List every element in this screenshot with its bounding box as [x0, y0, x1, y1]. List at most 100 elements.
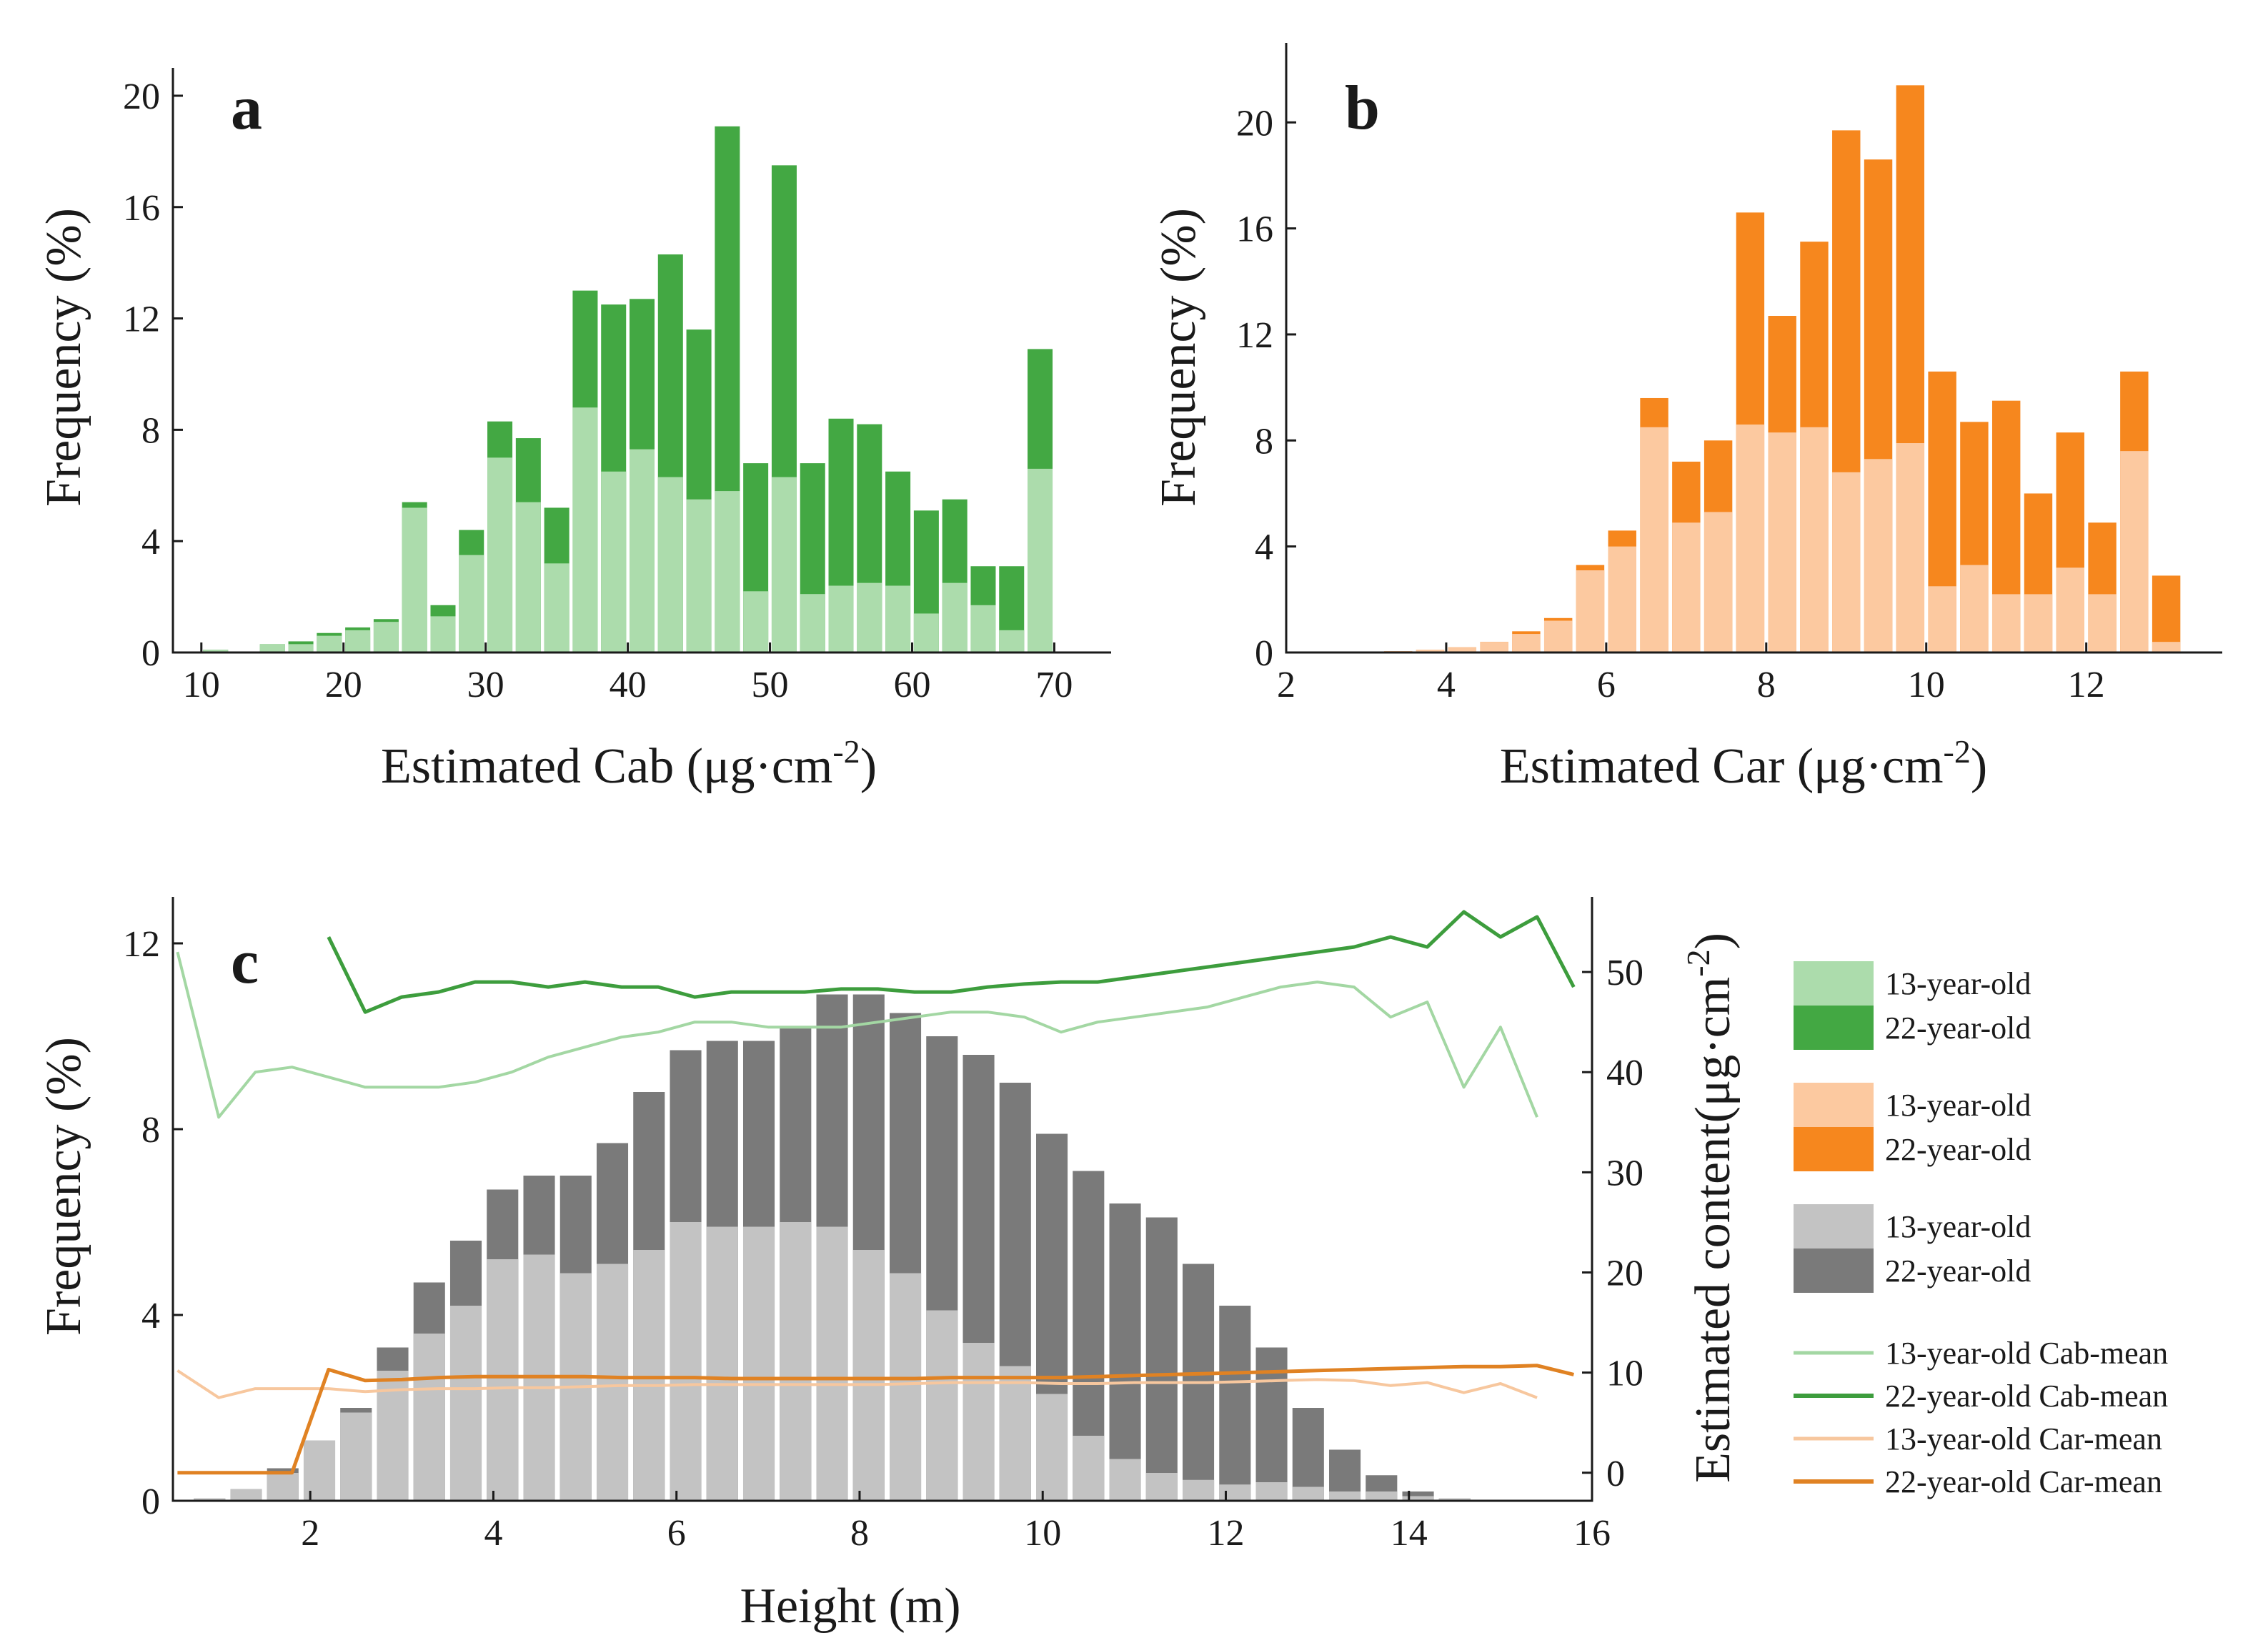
bar-13-year-old	[1480, 642, 1508, 652]
panel-a-ylabel: Frequency (%)	[36, 208, 91, 507]
bar-13-year-old	[1576, 570, 1605, 652]
bar-13-year-old	[963, 1343, 995, 1501]
legend-swatch-13-year-old	[1794, 961, 1874, 1006]
legend-label-22-year-old: 22-year-old	[1885, 1254, 2031, 1289]
x-tick-label: 12	[1207, 1513, 1244, 1554]
bar-13-year-old	[194, 1498, 226, 1501]
bar-13-year-old	[373, 622, 399, 652]
panel-b-bars-13-year-old	[1384, 425, 2181, 652]
bar-13-year-old	[317, 635, 342, 652]
y-tick-label: 8	[1255, 421, 1273, 462]
x-tick-label: 20	[325, 665, 362, 705]
bar-13-year-old	[2024, 594, 2053, 652]
bar-13-year-old	[1329, 1491, 1361, 1501]
bar-13-year-old	[999, 1366, 1031, 1501]
y-tick-label: 12	[1236, 315, 1273, 356]
y-tick-label: 8	[141, 1110, 160, 1151]
panel-a-letter: a	[231, 74, 262, 143]
bar-13-year-old	[828, 585, 854, 652]
bar-13-year-old	[2088, 594, 2117, 652]
panel-c-ticks: 2 4 6 8 10 12 14 16 0 4 8 12 0 10 20 30 40 50	[123, 924, 1643, 1554]
y2-tick-label: 10	[1606, 1354, 1643, 1394]
bar-13-year-old	[1543, 620, 1573, 652]
bar-13-year-old	[1928, 586, 1956, 652]
bar-13-year-old	[926, 1310, 958, 1501]
bar-13-year-old	[1896, 443, 1925, 652]
bar-13-year-old	[800, 594, 825, 652]
y-tick-label: 12	[123, 299, 160, 340]
panel-a-xlabel: Estimated Cab (μg·cm-2)	[381, 733, 877, 794]
bar-13-year-old	[596, 1264, 629, 1501]
bar-22-year-old	[1219, 1306, 1251, 1501]
bar-13-year-old	[1402, 1496, 1434, 1501]
y2-tick-label: 30	[1606, 1153, 1643, 1193]
panel-a-ticks: 10 20 30 40 50 60 70 0 4 8 12 16 20	[123, 76, 1073, 705]
bar-13-year-old	[345, 630, 371, 652]
bar-13-year-old	[1512, 634, 1541, 652]
bar-13-year-old	[459, 555, 484, 652]
x-tick-label: 10	[1024, 1513, 1061, 1554]
panel-b-ylabel: Frequency (%)	[1151, 208, 1206, 507]
bar-13-year-old	[430, 616, 456, 652]
panel-b-letter: b	[1345, 74, 1380, 143]
mean-line-22-year-old-cab-mean	[327, 910, 1576, 1014]
bar-13-year-old	[402, 507, 427, 652]
panel-b-ticks: 2 4 6 8 10 12 0 4 8 12 16 20	[1236, 103, 2105, 705]
panel-a-bars-22-year-old	[203, 126, 1053, 653]
y-tick-label: 0	[1255, 633, 1273, 674]
panel-c-axes	[171, 897, 1593, 1502]
bar-13-year-old	[377, 1371, 409, 1501]
y-tick-label: 0	[141, 1481, 160, 1522]
bar-13-year-old	[1736, 425, 1765, 652]
bar-13-year-old	[686, 499, 712, 652]
legend-line-label: 22-year-old Cab-mean	[1885, 1379, 2168, 1414]
bar-13-year-old	[1448, 647, 1477, 652]
legend-swatch-13-year-old	[1794, 1083, 1874, 1127]
bar-13-year-old	[816, 1226, 848, 1501]
legend-swatch-13-year-old	[1794, 1204, 1874, 1249]
bar-13-year-old	[633, 1250, 665, 1501]
bar-13-year-old	[288, 644, 314, 652]
x-tick-label: 10	[1908, 665, 1945, 705]
legend-swatch-22-year-old	[1794, 1006, 1874, 1050]
y-tick-label: 4	[141, 1296, 160, 1336]
x-tick-label: 40	[610, 665, 647, 705]
bar-13-year-old	[487, 1259, 519, 1501]
bar-13-year-old	[1028, 468, 1053, 652]
x-tick-label: 2	[301, 1513, 319, 1554]
bar-22-year-old	[1145, 1217, 1178, 1501]
y2-tick-label: 40	[1606, 1053, 1643, 1093]
legend-label-22-year-old: 22-year-old	[1885, 1132, 2031, 1167]
bar-13-year-old	[857, 582, 882, 652]
bar-13-year-old	[970, 605, 996, 652]
y2-tick-label: 20	[1606, 1253, 1643, 1294]
y2-tick-label: 0	[1606, 1454, 1625, 1494]
y-tick-label: 8	[141, 410, 160, 451]
panel-a-bars-13-year-old	[203, 407, 1053, 652]
bar-13-year-old	[2056, 567, 2084, 652]
bar-13-year-old	[2152, 642, 2181, 652]
x-tick-label: 14	[1391, 1513, 1428, 1554]
bar-13-year-old	[1640, 427, 1668, 652]
legend-label-13-year-old: 13-year-old	[1885, 1209, 2031, 1244]
panel-c-letter: c	[231, 928, 259, 997]
bar-13-year-old	[1292, 1486, 1324, 1501]
mean-line-13-year-old-cab-mean	[176, 951, 1538, 1119]
panel-c-legend: 13-year-old 22-year-old 13-year-old 22-year…	[1794, 961, 2168, 1499]
bar-13-year-old	[1416, 650, 1445, 652]
bar-13-year-old	[780, 1222, 812, 1501]
bar-13-year-old	[1036, 1394, 1068, 1501]
bar-13-year-old	[942, 582, 968, 652]
bar-13-year-old	[1608, 546, 1636, 652]
x-tick-label: 50	[752, 665, 789, 705]
mean-line-22-year-old-car-mean	[177, 1364, 1574, 1475]
bar-13-year-old	[1183, 1479, 1215, 1501]
bar-13-year-old	[449, 1306, 482, 1501]
bar-13-year-old	[1704, 512, 1733, 652]
bar-22-year-old	[1292, 1408, 1324, 1501]
bar-13-year-old	[1073, 1436, 1105, 1501]
panel-c-y2label: Estimated content(μg·cm-2)	[1680, 933, 1741, 1483]
x-tick-label: 8	[850, 1513, 869, 1554]
x-tick-label: 4	[1437, 665, 1456, 705]
panel-a-chart: 10 20 30 40 50 60 70 0 4 8 12 16 20 a Estimated Cab …	[36, 68, 1111, 794]
